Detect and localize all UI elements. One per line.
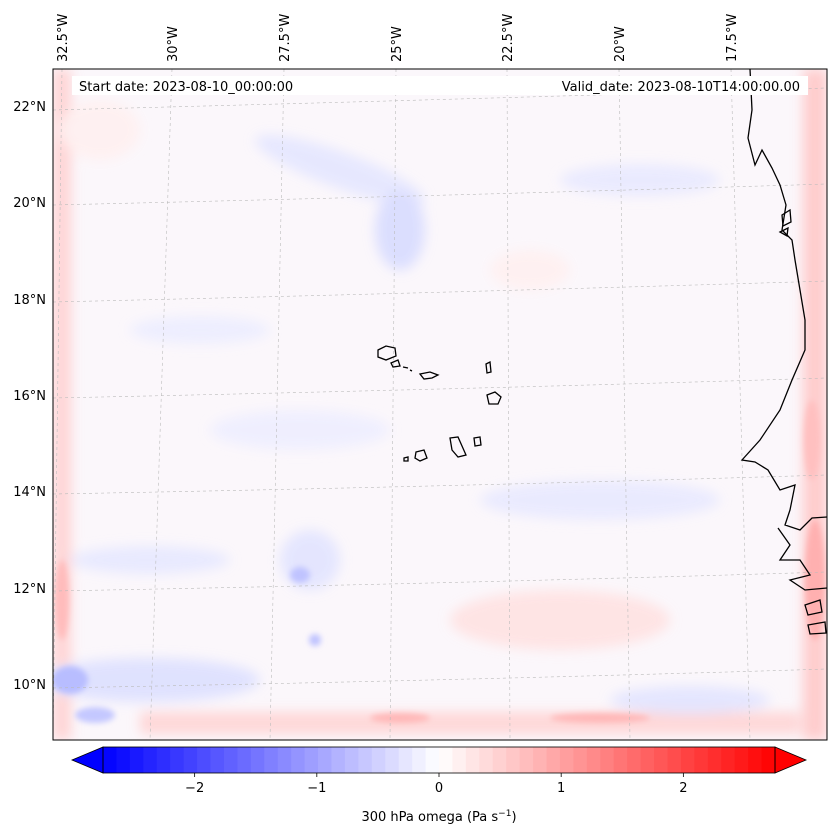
colorbar-step [479, 747, 494, 773]
colorbar-step [734, 747, 749, 773]
west-africa-coastline [740, 69, 827, 531]
island-brava [403, 456, 409, 462]
colorbar-step [748, 747, 763, 773]
lon-label-20w: 20°W [613, 26, 628, 62]
colorbar-extend-min [70, 746, 104, 774]
start-date-label: Start date: 2023-08-10_00:00:00 [79, 80, 293, 95]
colorbar-step [358, 747, 373, 773]
colorbar-tick-label: 1 [557, 781, 565, 796]
colorbar-step [559, 747, 574, 773]
colorbar-step [492, 747, 507, 773]
lon-label-25w: 25°W [390, 26, 405, 62]
island-santiago [449, 436, 467, 458]
lon-label-22.5w: 22.5°W [501, 14, 516, 62]
colorbar-step [129, 747, 144, 773]
colorbar-step [103, 747, 118, 773]
colorbar-step [573, 747, 588, 773]
colorbar-step [680, 747, 695, 773]
island-sao-nicolau [418, 371, 440, 380]
colorbar-step [546, 747, 561, 773]
colorbar-step [465, 747, 480, 773]
colorbar-ticks: −2 −1 0 1 2 [185, 773, 688, 796]
colorbar-step [721, 747, 736, 773]
colorbar-step [250, 747, 265, 773]
lat-label-12n: 12°N [13, 582, 46, 597]
colorbar-step [600, 747, 615, 773]
colorbar-step [398, 747, 413, 773]
lat-label-16n: 16°N [13, 389, 46, 404]
colorbar-step [412, 747, 427, 773]
colorbar-steps [103, 747, 776, 773]
colorbar-step [344, 747, 359, 773]
lat-label-18n: 18°N [13, 293, 46, 308]
colorbar-step [694, 747, 709, 773]
colorbar-label: 300 hPa omega (Pa s−1) [361, 809, 516, 825]
colorbar-tick-label: 0 [435, 781, 443, 796]
colorbar-step [667, 747, 682, 773]
gridlines [53, 69, 827, 740]
colorbar-step [371, 747, 386, 773]
lat-label-22n: 22°N [13, 100, 46, 115]
colorbar-step [385, 747, 400, 773]
island-santo-antao [377, 345, 397, 361]
map-panel [53, 69, 827, 740]
colorbar-step [331, 747, 346, 773]
colorbar-step [707, 747, 722, 773]
island-boa-vista [486, 391, 502, 405]
colorbar-step [170, 747, 185, 773]
colorbar-step [439, 747, 454, 773]
colorbar-step [654, 747, 669, 773]
colorbar-step [519, 747, 534, 773]
lat-label-14n: 14°N [13, 485, 46, 500]
omega-field [53, 69, 827, 740]
colorbar-step [223, 747, 238, 773]
colorbar-step [291, 747, 306, 773]
island-fogo [414, 449, 428, 462]
lat-label-10n: 10°N [13, 678, 46, 693]
coastlines [377, 69, 827, 635]
colorbar-step [143, 747, 158, 773]
colorbar: −2 −1 0 1 2 300 hPa omega (Pa s−1) [70, 746, 808, 825]
colorbar-extend-max [774, 746, 808, 774]
colorbar-step [210, 747, 225, 773]
island-sao-vicente [390, 359, 401, 368]
lon-label-17.5w: 17.5°W [725, 14, 740, 62]
colorbar-tick-label: −2 [185, 781, 204, 796]
lon-label-30w: 30°W [166, 26, 181, 62]
colorbar-step [183, 747, 198, 773]
colorbar-step [640, 747, 655, 773]
colorbar-step [156, 747, 171, 773]
colorbar-step [506, 747, 521, 773]
colorbar-step [533, 747, 548, 773]
lat-label-20n: 20°N [13, 196, 46, 211]
lon-label-32.5w: 32.5°W [56, 14, 71, 62]
colorbar-step [761, 747, 776, 773]
colorbar-step [586, 747, 601, 773]
map-frame [52, 68, 828, 741]
lon-label-27.5w: 27.5°W [278, 14, 293, 62]
colorbar-step [304, 747, 319, 773]
colorbar-tick-label: −1 [307, 781, 326, 796]
colorbar-step [613, 747, 628, 773]
latitude-labels: 22°N 20°N 18°N 16°N 14°N 12°N 10°N [13, 100, 46, 693]
header-box [72, 76, 808, 95]
colorbar-step [116, 747, 131, 773]
colorbar-step [627, 747, 642, 773]
colorbar-step [425, 747, 440, 773]
colorbar-step [318, 747, 333, 773]
valid-date-label: Valid_date: 2023-08-10T14:00:00.00 [562, 80, 800, 95]
longitude-labels: 32.5°W 30°W 27.5°W 25°W 22.5°W 20°W 17.5… [56, 14, 740, 62]
colorbar-step [264, 747, 279, 773]
island-sal [485, 360, 492, 374]
colorbar-step [197, 747, 212, 773]
colorbar-step [452, 747, 467, 773]
colorbar-step [237, 747, 252, 773]
colorbar-tick-label: 2 [679, 781, 687, 796]
island-maio [473, 436, 482, 447]
colorbar-step [277, 747, 292, 773]
